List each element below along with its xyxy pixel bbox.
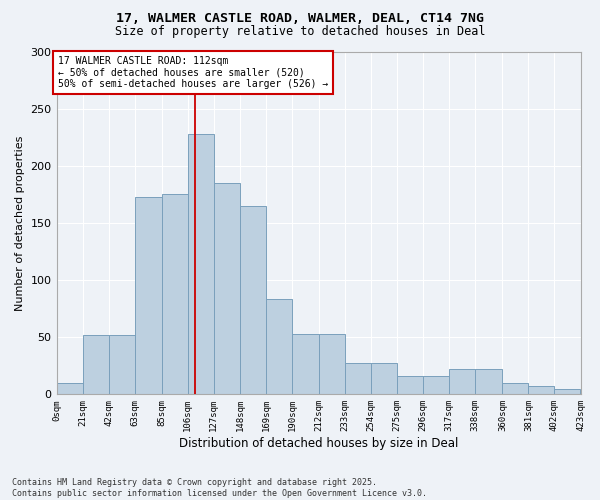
X-axis label: Distribution of detached houses by size in Deal: Distribution of detached houses by size … xyxy=(179,437,458,450)
Bar xyxy=(134,196,162,394)
Text: 17 WALMER CASTLE ROAD: 112sqm
← 50% of detached houses are smaller (520)
50% of : 17 WALMER CASTLE ROAD: 112sqm ← 50% of d… xyxy=(58,56,328,90)
Bar xyxy=(475,369,502,394)
Bar xyxy=(529,386,554,394)
Bar xyxy=(397,376,423,394)
Bar xyxy=(83,335,109,394)
Bar xyxy=(162,194,188,394)
Bar xyxy=(554,388,580,394)
Bar xyxy=(266,300,292,394)
Bar xyxy=(109,335,134,394)
Bar xyxy=(423,376,449,394)
Text: Contains HM Land Registry data © Crown copyright and database right 2025.
Contai: Contains HM Land Registry data © Crown c… xyxy=(12,478,427,498)
Bar xyxy=(449,369,475,394)
Bar xyxy=(56,383,83,394)
Text: Size of property relative to detached houses in Deal: Size of property relative to detached ho… xyxy=(115,25,485,38)
Bar xyxy=(292,334,319,394)
Text: 17, WALMER CASTLE ROAD, WALMER, DEAL, CT14 7NG: 17, WALMER CASTLE ROAD, WALMER, DEAL, CT… xyxy=(116,12,484,26)
Bar xyxy=(240,206,266,394)
Bar xyxy=(345,364,371,394)
Bar xyxy=(502,383,529,394)
Y-axis label: Number of detached properties: Number of detached properties xyxy=(15,135,25,310)
Bar xyxy=(371,364,397,394)
Bar xyxy=(188,134,214,394)
Bar xyxy=(319,334,345,394)
Bar xyxy=(214,183,240,394)
